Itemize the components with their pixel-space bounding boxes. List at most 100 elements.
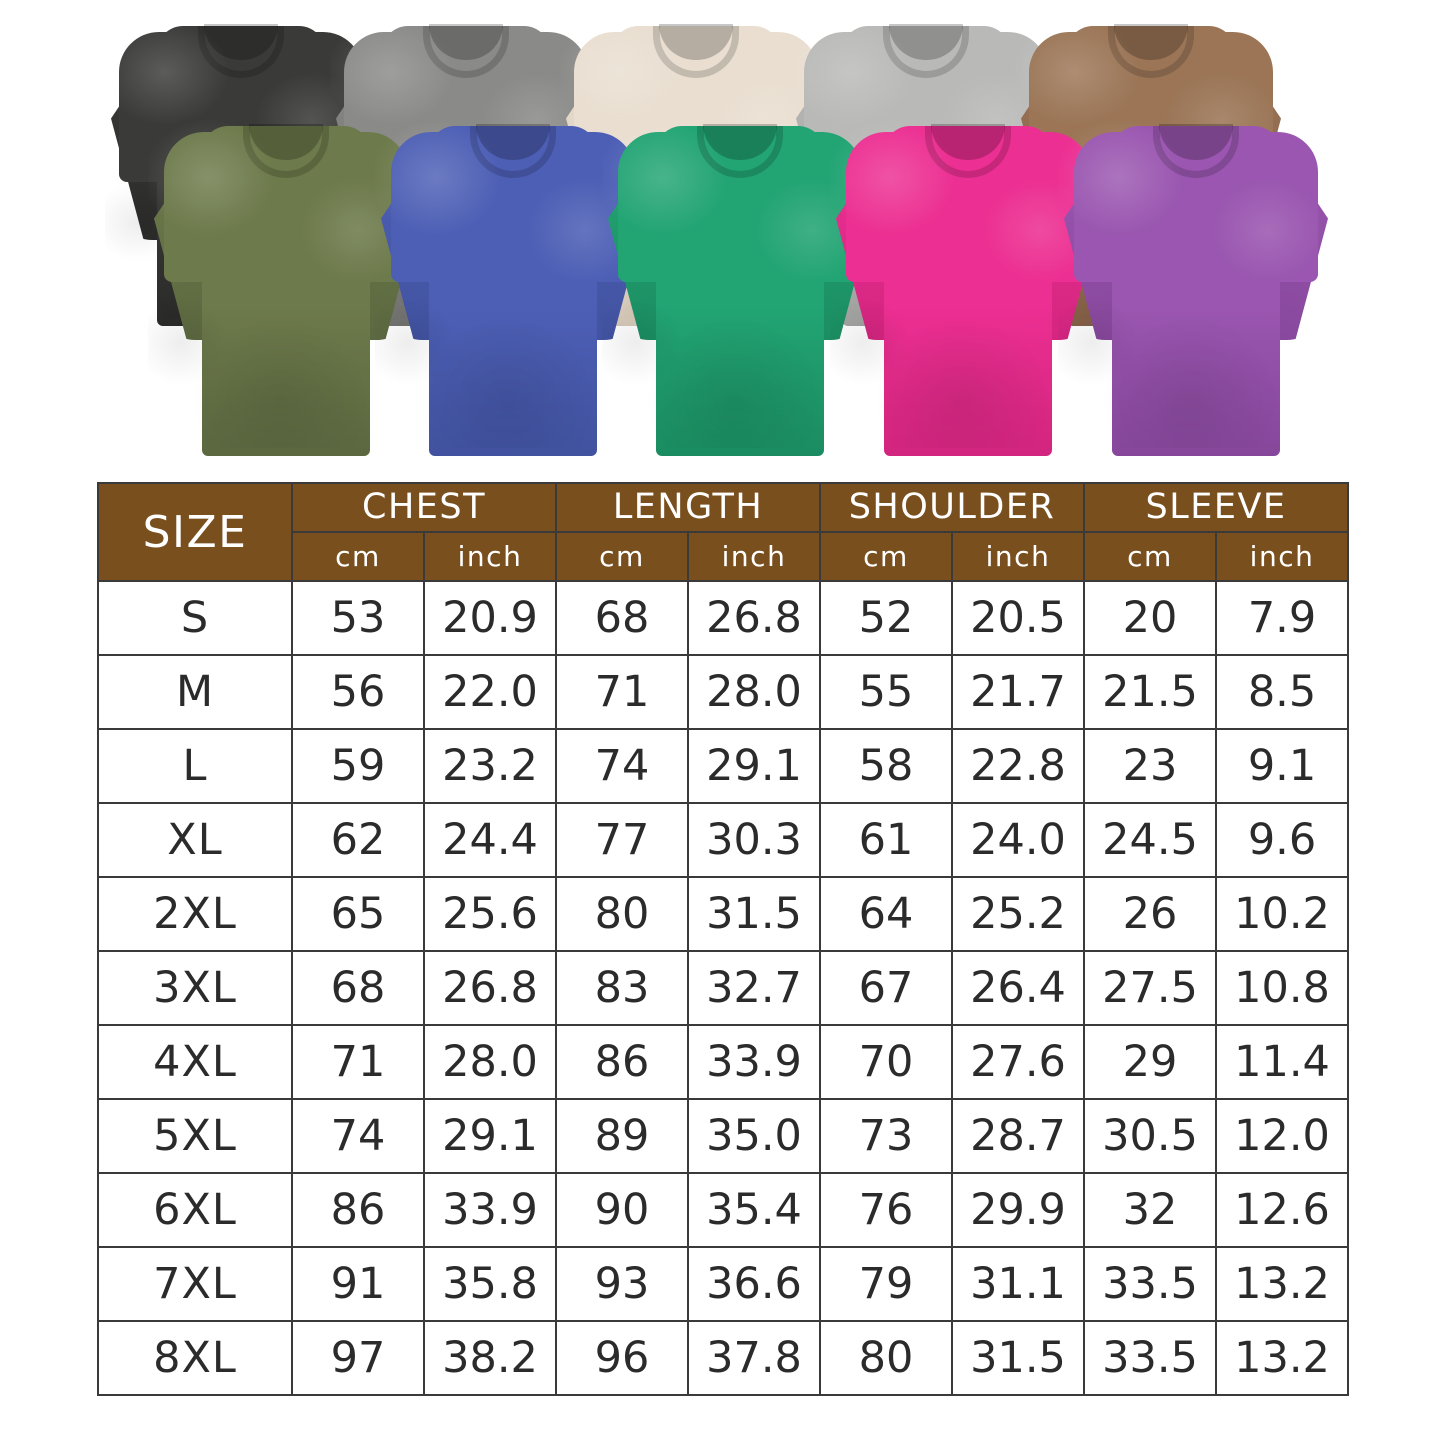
size-cell-4xl: 4XL [97,1024,293,1100]
cell-shoulder-cm: 80 [819,1320,953,1396]
cell-shoulder-cm: 76 [819,1172,953,1248]
cell-length-inch: 28.0 [687,654,821,730]
cell-sleeve-cm: 26 [1083,876,1217,952]
cell-sleeve-cm: 30.5 [1083,1098,1217,1174]
cell-length-cm: 71 [555,654,689,730]
cell-sleeve-cm: 23 [1083,728,1217,804]
cell-length-cm: 74 [555,728,689,804]
cell-shoulder-inch: 26.4 [951,950,1085,1026]
cell-shoulder-cm: 79 [819,1246,953,1322]
size-chart-row: 5XL 74 29.1 89 35.0 73 28.7 30.5 12.0 [97,1098,1350,1174]
cell-length-cm: 90 [555,1172,689,1248]
size-chart-row: M 56 22.0 71 28.0 55 21.7 21.5 8.5 [97,654,1350,730]
size-cell-l: L [97,728,293,804]
cell-sleeve-inch: 9.6 [1214,802,1350,878]
cell-shoulder-inch: 27.6 [951,1024,1085,1100]
cell-length-cm: 89 [555,1098,689,1174]
size-cell-6xl: 6XL [97,1172,293,1248]
cell-sleeve-inch: 7.9 [1214,580,1350,656]
cell-chest-inch: 29.1 [423,1098,557,1174]
header-size: SIZE [97,482,293,582]
cell-length-cm: 77 [555,802,689,878]
cell-chest-cm: 97 [291,1320,425,1396]
cell-chest-inch: 38.2 [423,1320,557,1396]
cell-shoulder-inch: 28.7 [951,1098,1085,1174]
cell-length-inch: 30.3 [687,802,821,878]
size-cell-m: M [97,654,293,730]
size-cell-5xl: 5XL [97,1098,293,1174]
tshirt-washed-purple [1058,118,1334,456]
cell-shoulder-cm: 70 [819,1024,953,1100]
size-chart-row: 7XL 91 35.8 93 36.6 79 31.1 33.5 13.2 [97,1246,1350,1322]
cell-chest-inch: 23.2 [423,728,557,804]
tshirt-body [884,126,1052,456]
cell-shoulder-cm: 67 [819,950,953,1026]
size-chart-row: 6XL 86 33.9 90 35.4 76 29.9 32 12.6 [97,1172,1350,1248]
cell-chest-cm: 74 [291,1098,425,1174]
cell-length-inch: 35.0 [687,1098,821,1174]
cell-chest-cm: 86 [291,1172,425,1248]
cell-length-cm: 83 [555,950,689,1026]
cell-shoulder-cm: 73 [819,1098,953,1174]
product-photo-gallery [0,0,1445,465]
cell-sleeve-inch: 10.2 [1214,876,1350,952]
cell-chest-inch: 20.9 [423,580,557,656]
cell-chest-inch: 26.8 [423,950,557,1026]
size-cell-7xl: 7XL [97,1246,293,1322]
cell-length-cm: 86 [555,1024,689,1100]
cell-shoulder-inch: 20.5 [951,580,1085,656]
size-chart-row: 2XL 65 25.6 80 31.5 64 25.2 26 10.2 [97,876,1350,952]
size-cell-8xl: 8XL [97,1320,293,1396]
cell-chest-cm: 65 [291,876,425,952]
cell-chest-cm: 59 [291,728,425,804]
cell-length-inch: 35.4 [687,1172,821,1248]
tshirt-body [429,126,597,456]
cell-length-inch: 26.8 [687,580,821,656]
cell-shoulder-inch: 31.5 [951,1320,1085,1396]
cell-shoulder-inch: 31.1 [951,1246,1085,1322]
size-chart-row: 4XL 71 28.0 86 33.9 70 27.6 29 11.4 [97,1024,1350,1100]
size-chart-row: L 59 23.2 74 29.1 58 22.8 23 9.1 [97,728,1350,804]
cell-sleeve-cm: 29 [1083,1024,1217,1100]
cell-chest-cm: 56 [291,654,425,730]
cell-length-inch: 32.7 [687,950,821,1026]
cell-shoulder-inch: 25.2 [951,876,1085,952]
cell-shoulder-cm: 64 [819,876,953,952]
cell-chest-cm: 62 [291,802,425,878]
cell-length-cm: 80 [555,876,689,952]
size-chart-body: S 53 20.9 68 26.8 52 20.5 20 7.9 M 56 22.0 71 28.0 55 2… [97,580,1350,1396]
size-cell-s: S [97,580,293,656]
size-chart-table: SIZE CHEST LENGTH SHOULDER SLEEVE cm inc… [97,482,1350,1396]
cell-shoulder-cm: 55 [819,654,953,730]
cell-sleeve-inch: 9.1 [1214,728,1350,804]
cell-sleeve-inch: 10.8 [1214,950,1350,1026]
cell-chest-cm: 71 [291,1024,425,1100]
cell-sleeve-cm: 20 [1083,580,1217,656]
cell-sleeve-cm: 33.5 [1083,1320,1217,1396]
cell-sleeve-inch: 13.2 [1214,1320,1350,1396]
cell-chest-inch: 28.0 [423,1024,557,1100]
tshirt-body [1112,126,1280,456]
cell-sleeve-inch: 8.5 [1214,654,1350,730]
size-chart-row: 8XL 97 38.2 96 37.8 80 31.5 33.5 13.2 [97,1320,1350,1396]
cell-length-inch: 29.1 [687,728,821,804]
cell-sleeve-cm: 33.5 [1083,1246,1217,1322]
cell-sleeve-cm: 24.5 [1083,802,1217,878]
header-unit-sleeve-cm: cm [1083,531,1217,582]
tshirt-body [202,126,370,456]
cell-length-cm: 93 [555,1246,689,1322]
cell-sleeve-cm: 21.5 [1083,654,1217,730]
header-group-sleeve: SLEEVE [1082,482,1350,533]
cell-shoulder-cm: 52 [819,580,953,656]
cell-length-inch: 33.9 [687,1024,821,1100]
cell-sleeve-inch: 11.4 [1214,1024,1350,1100]
cell-shoulder-cm: 61 [819,802,953,878]
cell-sleeve-inch: 13.2 [1214,1246,1350,1322]
cell-shoulder-inch: 22.8 [951,728,1085,804]
header-unit-length-cm: cm [555,531,689,582]
size-chart-row: S 53 20.9 68 26.8 52 20.5 20 7.9 [97,580,1350,656]
size-chart-row: XL 62 24.4 77 30.3 61 24.0 24.5 9.6 [97,802,1350,878]
cell-chest-inch: 33.9 [423,1172,557,1248]
header-unit-shoulder-inch: inch [951,531,1085,582]
cell-chest-inch: 25.6 [423,876,557,952]
